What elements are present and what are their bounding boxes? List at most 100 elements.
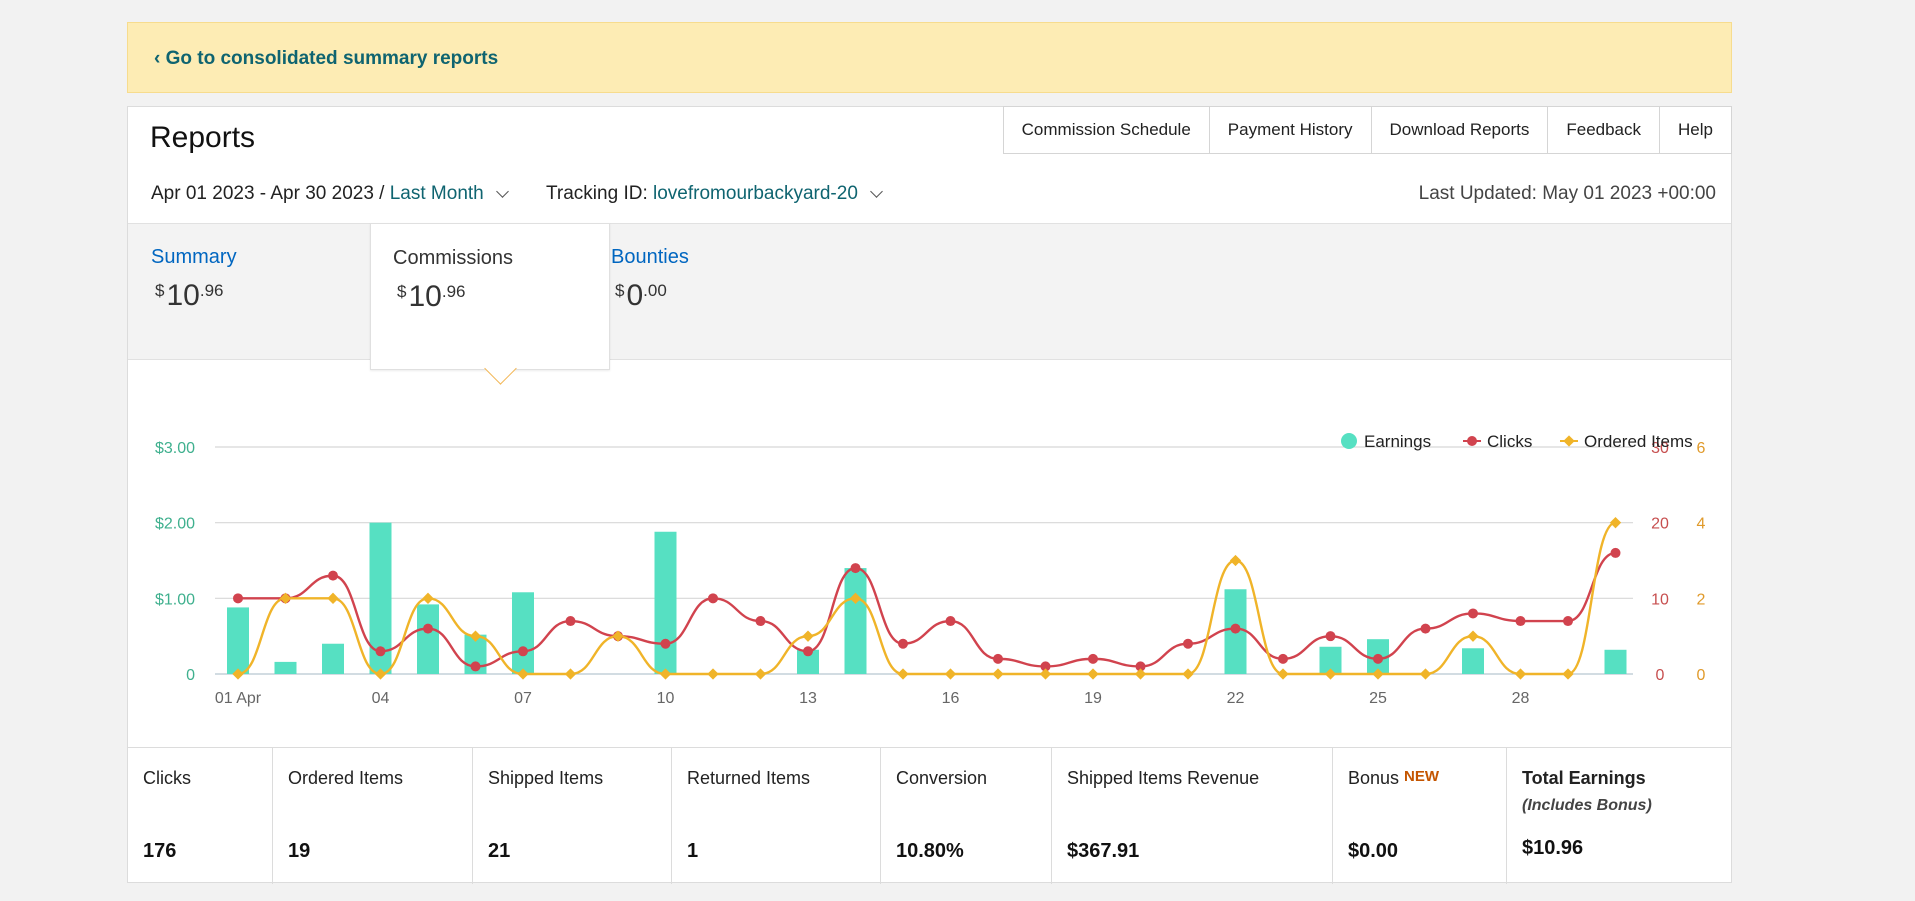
ordered-items-point: [1514, 668, 1527, 680]
earnings-bar: [844, 568, 867, 674]
ordered-items-point: [944, 668, 957, 680]
clicks-point: [1088, 653, 1098, 664]
earnings-bar: [797, 649, 819, 674]
ordered-items-point: [1229, 554, 1242, 567]
stat-clicks: Clicks 176: [128, 748, 273, 884]
y-right2-tick-label: 0: [1697, 667, 1706, 684]
filter-row: Apr 01 2023 - Apr 30 2023 / Last Month T…: [151, 183, 887, 205]
ordered-items-point: [1467, 630, 1479, 642]
clicks-point: [1183, 638, 1193, 649]
tab-label: Commissions: [393, 247, 514, 269]
clicks-point: [233, 593, 243, 604]
stat-shipped-items: Shipped Items 21: [473, 748, 672, 884]
tracking-label: Tracking ID:: [546, 183, 648, 204]
clicks-point: [708, 593, 718, 604]
chevron-down-icon[interactable]: [870, 185, 883, 198]
legend-ordered-items-swatch: [1563, 435, 1575, 447]
clicks-point: [470, 661, 481, 672]
earnings-bar: [369, 522, 392, 674]
y-left-tick-label: $3.00: [155, 440, 195, 457]
stat-bonus: Bonus NEW $0.00: [1333, 748, 1507, 884]
x-tick-label: 07: [514, 690, 532, 707]
period-dropdown[interactable]: Last Month: [389, 183, 484, 204]
earnings-bar: [322, 643, 344, 674]
last-updated: Last Updated: May 01 2023 +00:00: [1418, 183, 1716, 204]
clicks-point: [1515, 616, 1526, 627]
ordered-items-point: [1372, 668, 1384, 680]
ordered-items-point: [1277, 668, 1289, 680]
earnings-bar: [1319, 646, 1342, 674]
clicks-point: [993, 653, 1003, 664]
ordered-items-point: [659, 668, 672, 680]
ordered-items-point: [802, 630, 814, 642]
earnings-bar: [274, 661, 297, 674]
ordered-items-point: [1182, 668, 1194, 680]
legend-clicks-label: Clicks: [1487, 432, 1532, 451]
page-title: Reports: [150, 121, 256, 154]
clicks-point: [1040, 661, 1051, 672]
consolidated-reports-link[interactable]: ‹ Go to consolidated summary reports: [154, 48, 499, 69]
tracking-id-dropdown[interactable]: lovefromourbackyard-20: [653, 183, 858, 204]
clicks-point: [1135, 661, 1146, 672]
ordered-items-point: [1419, 668, 1432, 680]
earnings-bar: [227, 607, 249, 674]
x-tick-label: 22: [1227, 690, 1245, 707]
tab-bounties[interactable]: Bounties $0.00: [610, 224, 850, 358]
ordered-items-point: [1134, 668, 1147, 680]
summary-banner: ‹ Go to consolidated summary reports: [127, 22, 1732, 93]
ordered-items-point: [564, 668, 577, 680]
earnings-bar: [654, 531, 677, 674]
clicks-point: [1610, 547, 1621, 558]
ordered-items-point: [1087, 668, 1099, 680]
x-tick-label: 19: [1084, 690, 1102, 707]
clicks-point: [1420, 623, 1431, 634]
clicks-point: [850, 563, 861, 574]
help-link[interactable]: Help: [1660, 106, 1732, 154]
report-links: Commission Schedule Payment History Down…: [1002, 106, 1732, 154]
ordered-items-point: [422, 592, 434, 604]
legend-earnings-swatch: [1341, 433, 1357, 449]
ordered-items-point: [992, 668, 1004, 680]
clicks-point: [660, 638, 671, 649]
tab-summary[interactable]: Summary $10.96: [128, 224, 368, 358]
legend-clicks-swatch: [1467, 436, 1477, 446]
feedback-link[interactable]: Feedback: [1548, 106, 1661, 154]
ordered-items-point: [517, 668, 529, 680]
stat-ordered-items: Ordered Items 19: [273, 748, 473, 884]
x-tick-label: 16: [942, 690, 960, 707]
clicks-point: [945, 616, 956, 627]
commission-schedule-link[interactable]: Commission Schedule: [1002, 106, 1210, 154]
new-badge: NEW: [1404, 768, 1440, 785]
clicks-point: [1278, 653, 1288, 664]
legend-ordered-items-label: Ordered Items: [1584, 432, 1693, 451]
earnings-bar: [464, 634, 487, 674]
earnings-chart: 0 0 0 $1.00 10 2 $2.00 20 4 $3.00 30 6 01 Apr 04 07 10 1…: [155, 432, 1706, 707]
ordered-items-point: [1609, 517, 1622, 529]
tab-commissions[interactable]: Commissions $10.96: [370, 223, 610, 370]
y-right2-tick-label: 6: [1697, 440, 1706, 457]
tab-amount: $10.96: [397, 280, 466, 313]
payment-history-link[interactable]: Payment History: [1209, 106, 1372, 154]
earnings-bar: [512, 592, 534, 674]
download-reports-link[interactable]: Download Reports: [1371, 106, 1549, 154]
clicks-point: [1468, 608, 1478, 619]
y-right1-tick-label: 20: [1651, 516, 1669, 533]
chevron-down-icon[interactable]: [495, 185, 509, 198]
ordered-items-point: [279, 592, 292, 604]
y-left-tick-label: 0: [186, 667, 195, 684]
tab-amount: $10.96: [155, 279, 224, 312]
ordered-items-point: [612, 630, 624, 642]
earnings-bar: [417, 604, 439, 674]
clicks-point: [755, 616, 766, 627]
ordered-items-point: [707, 668, 719, 680]
clicks-point: [803, 646, 813, 657]
clicks-point: [1563, 616, 1573, 627]
y-left-tick-label: $2.00: [155, 516, 195, 533]
y-right1-tick-label: 10: [1651, 591, 1669, 608]
stat-shipped-revenue: Shipped Items Revenue $367.91: [1052, 748, 1333, 884]
report-tabs: Summary $10.96 Commissions $10.96 Bounti…: [128, 223, 1731, 370]
ordered-items-point: [469, 630, 482, 642]
clicks-point: [1373, 653, 1383, 664]
y-right1-tick-label: 30: [1651, 440, 1669, 457]
clicks-point: [423, 623, 433, 634]
